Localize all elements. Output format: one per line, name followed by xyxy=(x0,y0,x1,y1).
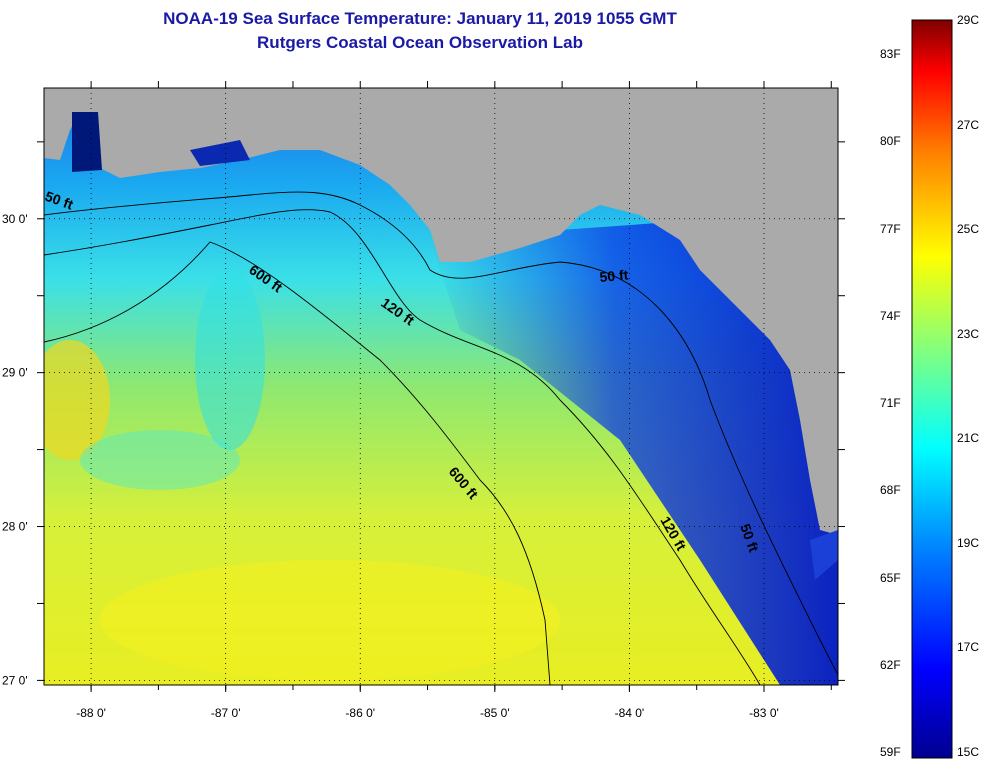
warm-patch xyxy=(44,340,110,460)
colorbar-f-label: 83F xyxy=(880,47,901,61)
colorbar-f-label: 65F xyxy=(880,570,901,585)
warm-patch xyxy=(100,560,560,680)
lon-label: -87 0' xyxy=(211,706,241,720)
axis-ticks xyxy=(37,81,845,692)
cold-water-shelf xyxy=(430,220,838,685)
colorbar-f-label: 68F xyxy=(880,483,901,498)
lon-label: -88 0' xyxy=(76,706,106,720)
colorbar-c-label: 15C xyxy=(957,745,980,759)
land-mass xyxy=(44,88,838,535)
contour-50ft xyxy=(44,191,838,676)
colorbar-c-label: 19C xyxy=(957,535,980,550)
mobile-bay xyxy=(72,112,102,172)
eddy xyxy=(80,430,240,490)
colorbar-c-label: 29C xyxy=(957,13,980,27)
colorbar-f-label: 80F xyxy=(880,134,901,149)
lon-label: -85 0' xyxy=(480,706,510,720)
map-title: NOAA-19 Sea Surface Temperature: January… xyxy=(163,9,677,28)
lon-label: -83 0' xyxy=(749,706,779,720)
contour-label: 50 ft xyxy=(599,267,629,285)
bay xyxy=(190,140,250,166)
colorbar-f-label: 77F xyxy=(880,221,901,236)
lat-label: 27 0' xyxy=(2,673,28,687)
colorbar xyxy=(911,19,953,759)
colorbar-f-label: 59F xyxy=(880,745,901,759)
lon-label: -84 0' xyxy=(615,706,645,720)
lat-label: 30 0' xyxy=(2,212,28,226)
colorbar-c-label: 21C xyxy=(957,431,980,446)
colorbar-c-label: 23C xyxy=(957,326,980,341)
eddy xyxy=(195,270,265,450)
lat-label: 28 0' xyxy=(2,520,28,534)
contour-120ft xyxy=(44,209,761,685)
lon-label: -86 0' xyxy=(345,706,375,720)
contour-600ft xyxy=(44,241,551,685)
colorbar-c-label: 17C xyxy=(957,640,980,655)
colorbar-c-label: 27C xyxy=(957,117,980,132)
tampa-bay xyxy=(810,530,838,580)
map-frame xyxy=(43,87,839,686)
map-subtitle: Rutgers Coastal Ocean Observation Lab xyxy=(257,33,583,52)
lat-label: 29 0' xyxy=(2,366,28,380)
colorbar-f-label: 71F xyxy=(880,396,901,410)
colorbar-f-label: 62F xyxy=(880,657,901,672)
colorbar-f-label: 74F xyxy=(880,308,901,323)
colorbar-c-label: 25C xyxy=(957,222,980,237)
